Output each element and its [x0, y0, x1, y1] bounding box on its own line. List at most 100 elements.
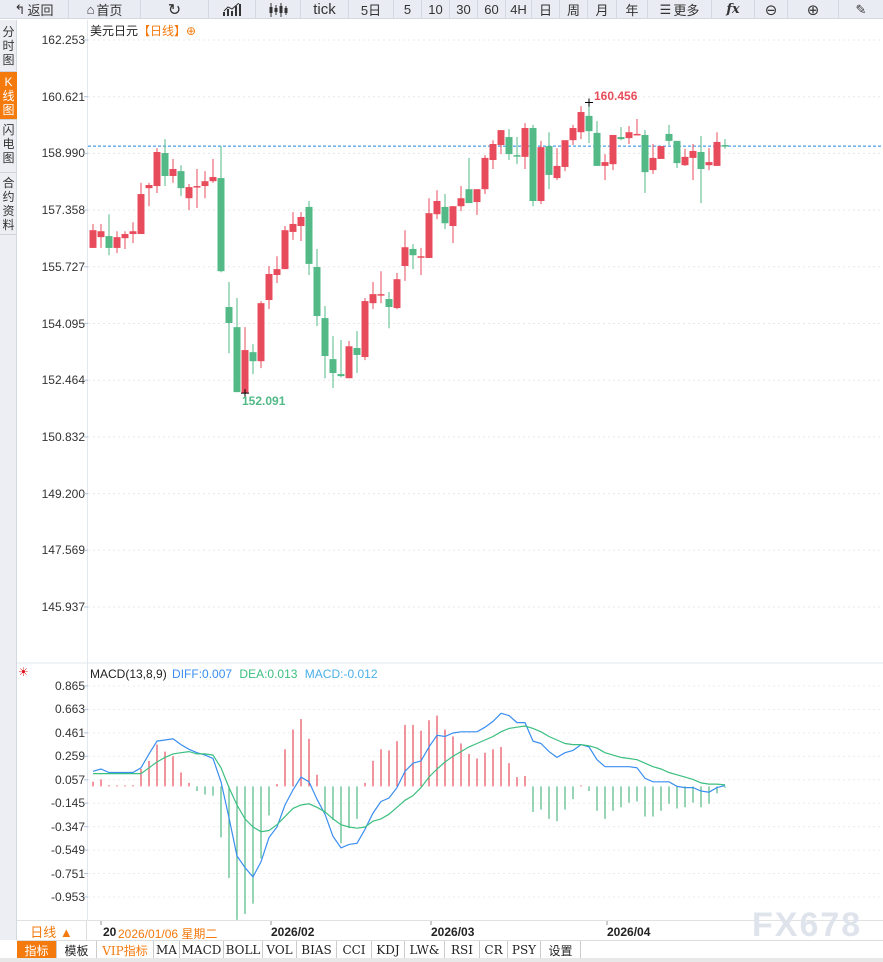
- more-button[interactable]: ☰ 更多: [648, 0, 712, 19]
- macd-tick-label: 0.057: [54, 772, 85, 787]
- more-label: 更多: [673, 3, 700, 18]
- indicator-tab[interactable]: MA: [154, 941, 180, 959]
- refresh-button[interactable]: ↻: [141, 0, 209, 19]
- candle-down: [305, 206, 313, 264]
- candle-up: [209, 177, 217, 182]
- candle-up: [657, 146, 665, 159]
- tick-button[interactable]: tick: [301, 0, 349, 19]
- indicator-tab[interactable]: MACD: [180, 941, 224, 959]
- candle-up: [265, 273, 273, 301]
- back-button[interactable]: ↰ 返回: [0, 0, 69, 19]
- macd-legend: MACD(13,8,9) DIFF:0.007 DEA:0.013 MACD:-…: [90, 667, 378, 681]
- price-tick-label: 147.569: [41, 543, 85, 558]
- candle-up: [113, 237, 121, 248]
- period-select-button[interactable]: 日线 ▲: [17, 921, 87, 941]
- price-tick-label: 157.358: [41, 203, 85, 218]
- indicator-tab[interactable]: CR: [480, 941, 508, 959]
- five-day-button[interactable]: 5日: [349, 0, 394, 19]
- back-arrow-icon: ↰: [14, 1, 26, 17]
- candle-up: [457, 198, 465, 207]
- candlestick-button[interactable]: [256, 0, 301, 19]
- tab-flash-chart[interactable]: 闪电图: [0, 120, 17, 173]
- candle-up: [473, 189, 481, 203]
- indicator-tab[interactable]: RSI: [445, 941, 480, 959]
- candle-down: [217, 178, 225, 272]
- line-chart-button[interactable]: [209, 0, 256, 19]
- candle-up: [537, 147, 545, 202]
- home-icon: ⌂: [86, 2, 95, 17]
- candle-up: [601, 162, 609, 166]
- low-price-label: 152.091: [242, 394, 286, 408]
- price-tick-label: 160.621: [41, 89, 85, 104]
- tab-kline[interactable]: K线图: [0, 72, 17, 120]
- diff-line: [92, 712, 726, 878]
- price-tick-label: 162.253: [41, 33, 85, 47]
- indicator-tab[interactable]: VOL: [263, 941, 297, 959]
- high-marker: [585, 98, 593, 107]
- candle-down: [545, 146, 553, 175]
- month-button[interactable]: 月: [588, 0, 617, 19]
- refresh-icon: ↻: [167, 1, 182, 19]
- indicator-tab[interactable]: 模板: [57, 941, 97, 959]
- pen-icon: ✎: [855, 1, 867, 17]
- indicator-tab[interactable]: 设置: [541, 941, 581, 959]
- symbol-name: 美元日元: [90, 24, 139, 38]
- zoom-in-icon: ⊕: [806, 1, 820, 19]
- indicator-tab[interactable]: PSY: [508, 941, 541, 959]
- formula-button[interactable]: fx: [712, 0, 755, 19]
- candle-up: [201, 181, 209, 187]
- indicator-tab[interactable]: CCI: [337, 941, 372, 959]
- candle-up: [145, 185, 153, 189]
- candle-up: [393, 279, 401, 309]
- macd-value: MACD:-0.012: [304, 667, 378, 681]
- indicator-tab[interactable]: KDJ: [372, 941, 405, 959]
- date-label: 2026/03: [431, 925, 475, 939]
- m5-button[interactable]: 5: [394, 0, 422, 19]
- candle-up: [689, 150, 697, 158]
- indicator-tab[interactable]: 指标: [17, 941, 57, 959]
- tab-time-sharing[interactable]: 分时图: [0, 22, 17, 72]
- candle-up: [273, 269, 281, 276]
- draw-button[interactable]: ✎: [839, 0, 883, 19]
- m10-button[interactable]: 10: [422, 0, 450, 19]
- candle-up: [625, 132, 633, 139]
- candle-down: [721, 145, 729, 147]
- indicator-tab[interactable]: VIP指标: [97, 941, 154, 959]
- day-button[interactable]: 日: [532, 0, 560, 19]
- candlestick-icon: [269, 2, 288, 17]
- year-button[interactable]: 年: [617, 0, 648, 19]
- candle-down: [465, 189, 473, 204]
- candle-down: [409, 248, 417, 256]
- indicator-tab[interactable]: BOLL: [224, 941, 263, 959]
- indicator-settings-icon[interactable]: ☀: [18, 665, 29, 679]
- home-button[interactable]: ⌂ 首页: [69, 0, 141, 19]
- indicator-tab[interactable]: LW&: [405, 941, 445, 959]
- add-indicator-icon[interactable]: ⊕: [186, 24, 197, 38]
- candle-up: [713, 141, 721, 166]
- candle-up: [649, 157, 657, 171]
- candle-up: [433, 201, 441, 215]
- date-label: 2026/04: [607, 925, 651, 939]
- candle-down: [441, 206, 449, 224]
- y-axis-line: [87, 20, 88, 920]
- candle-up: [577, 112, 585, 133]
- tab-contract-info[interactable]: 合约资料: [0, 173, 17, 235]
- candle-up: [289, 223, 297, 232]
- h4-button[interactable]: 4H: [506, 0, 532, 19]
- candle-down: [225, 306, 233, 323]
- fx678-watermark: FX678: [752, 906, 863, 944]
- macd-tick-label: -0.549: [50, 843, 85, 858]
- candle-up: [681, 156, 689, 166]
- m60-button[interactable]: 60: [478, 0, 506, 19]
- candle-up: [257, 303, 265, 362]
- zoom-out-button[interactable]: ⊖: [755, 0, 788, 19]
- price-tick-label: 158.990: [41, 146, 85, 161]
- candle-up: [449, 206, 457, 227]
- period-label: 【日线】: [138, 24, 187, 38]
- candle-up: [705, 162, 713, 166]
- week-button[interactable]: 周: [560, 0, 588, 19]
- indicator-tab[interactable]: BIAS: [297, 941, 337, 959]
- zoom-in-button[interactable]: ⊕: [788, 0, 839, 19]
- m30-button[interactable]: 30: [450, 0, 478, 19]
